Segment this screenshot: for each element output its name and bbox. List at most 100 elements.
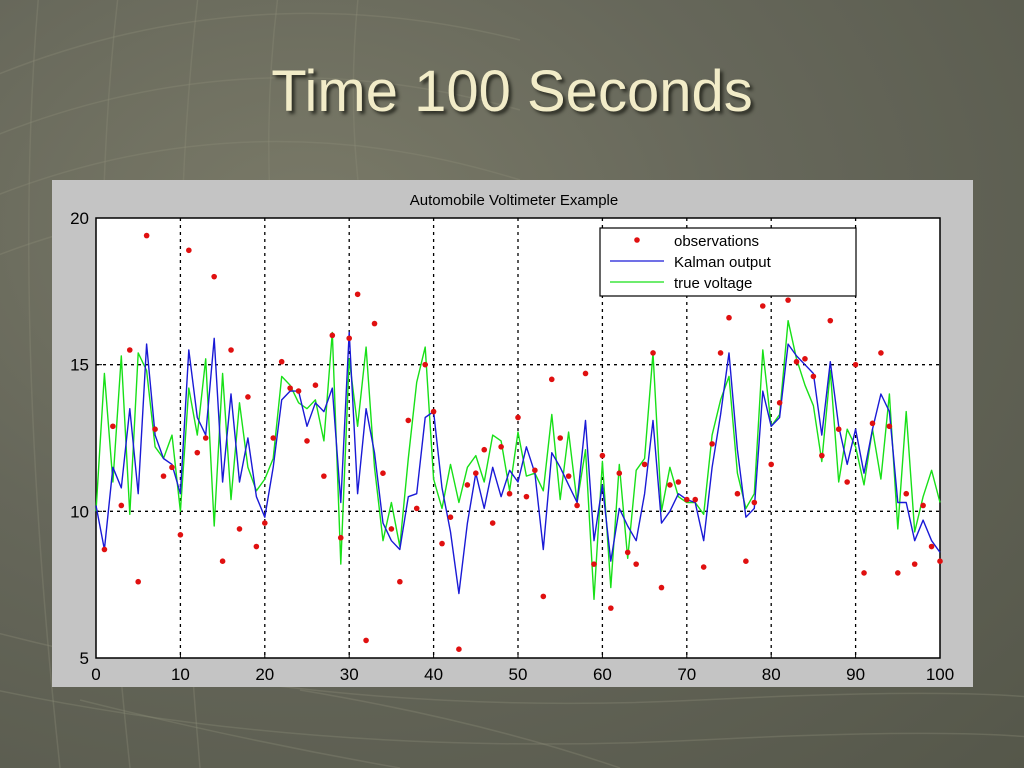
y-tick-label: 20 (70, 209, 89, 228)
x-tick-label: 100 (926, 665, 954, 684)
observation-point (920, 502, 926, 509)
x-tick-label: 50 (509, 665, 528, 684)
observation-point (177, 532, 184, 538)
observation-point (523, 493, 530, 500)
observation-point (565, 473, 572, 479)
observation-point (498, 444, 504, 450)
observation-point (118, 502, 125, 509)
observation-point (295, 388, 302, 394)
observation-point (633, 561, 639, 567)
observation-point (869, 420, 876, 427)
observation-point (751, 499, 758, 506)
observation-point (287, 385, 293, 391)
observation-point (169, 464, 175, 471)
legend-label-true-voltage: true voltage (674, 275, 752, 292)
legend-box (599, 227, 857, 297)
x-tick-label: 0 (91, 665, 100, 684)
observation-point (430, 408, 437, 415)
observation-point (810, 373, 817, 380)
observation-point (650, 350, 656, 356)
observation-point (515, 414, 521, 421)
observation-point (540, 593, 547, 600)
observation-point (574, 502, 580, 509)
observation-point (447, 514, 454, 520)
observation-point (160, 473, 167, 479)
legend-marker-observations (634, 237, 640, 243)
true-voltage-line (95, 319, 941, 600)
x-tick-label: 70 (677, 665, 696, 684)
observation-point (548, 376, 555, 383)
legend-label-kalman-output: Kalman output (674, 254, 772, 271)
observation-point (110, 423, 116, 430)
observation-point (793, 358, 800, 365)
observation-point (422, 361, 428, 368)
observation-point (304, 438, 310, 444)
observation-point (126, 347, 133, 353)
x-tick-label: 60 (593, 665, 612, 684)
observation-point (270, 435, 277, 441)
observation-point (911, 561, 918, 567)
observation-point (101, 546, 108, 553)
observation-point (599, 452, 606, 459)
observation-point (667, 482, 673, 488)
observation-point (937, 558, 943, 564)
legend-label-observations: observations (674, 233, 759, 250)
chart-title: Automobile Voltimeter Example (410, 192, 618, 209)
observation-point (844, 479, 850, 485)
observation-point (717, 350, 724, 356)
observation-point (329, 332, 336, 339)
observation-point (895, 570, 901, 576)
observation-point (397, 578, 403, 585)
observation-point (827, 317, 834, 324)
observation-point (228, 347, 234, 353)
observation-point (506, 490, 513, 497)
observation-point (861, 570, 867, 576)
observation-point (903, 490, 910, 497)
observation-point (202, 435, 209, 441)
observation-point (135, 578, 141, 585)
observation-point (616, 470, 623, 477)
observation-point (582, 370, 589, 377)
observation-point (734, 490, 741, 497)
observation-point (700, 564, 707, 570)
observation-point (489, 520, 496, 526)
observation-point (481, 446, 488, 453)
observation-point (473, 470, 479, 477)
axis-ticks: 0 10 20 30 40 50 60 70 80 90 100 5 10 15 20 (70, 209, 954, 684)
observation-point (194, 449, 201, 456)
observation-point (278, 358, 285, 365)
observation-point (312, 382, 319, 388)
observation-point (143, 232, 150, 239)
grid (96, 218, 940, 658)
observation-point (776, 400, 783, 406)
observation-point (346, 335, 353, 342)
observation-point (371, 320, 378, 327)
observation-point (456, 646, 462, 652)
observation-point (186, 247, 192, 254)
x-tick-label: 90 (846, 665, 865, 684)
x-tick-label: 40 (424, 665, 443, 684)
legend: observations Kalman output true voltage (599, 227, 857, 297)
observation-point (819, 452, 825, 459)
observation-point (675, 479, 682, 485)
observation-point (726, 314, 732, 321)
observation-point (211, 273, 217, 280)
observation-point (321, 473, 327, 479)
observation-point (709, 441, 715, 447)
observation-point (337, 534, 344, 541)
observation-point (439, 540, 445, 547)
observation-point (591, 561, 597, 567)
observation-point (785, 297, 791, 303)
observation-point (641, 461, 648, 468)
series-group (95, 232, 943, 652)
observation-point (835, 426, 842, 432)
observation-point (388, 526, 395, 532)
y-tick-label: 10 (70, 502, 89, 521)
observation-point (219, 558, 226, 564)
observation-point (245, 394, 251, 400)
observation-point (658, 584, 665, 591)
observation-point (152, 426, 158, 432)
observation-point (380, 470, 386, 477)
observation-point (692, 496, 699, 503)
kalman-output-line (95, 331, 941, 595)
